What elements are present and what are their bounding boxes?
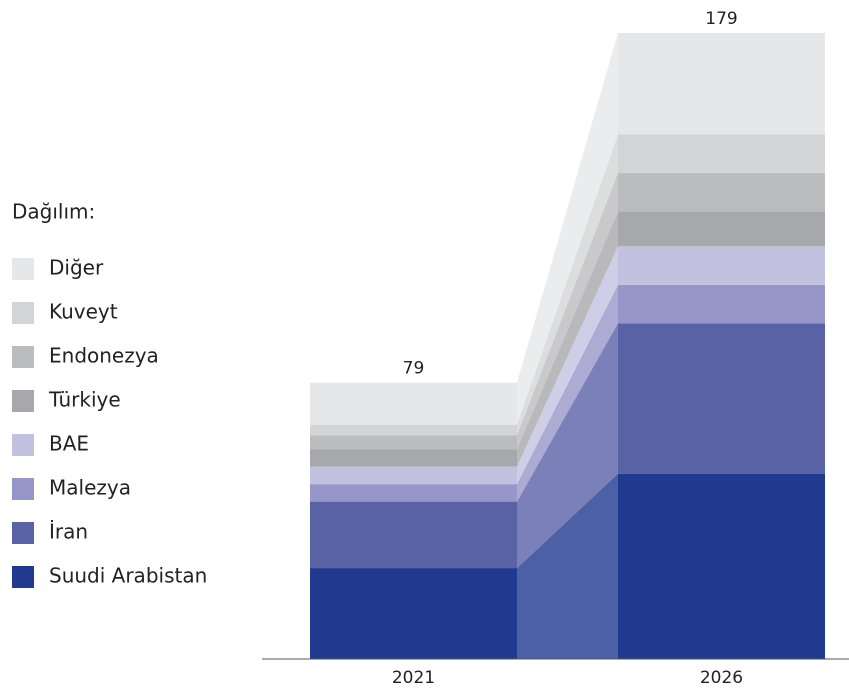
bar-segment [618,246,825,285]
bar-segment [310,435,517,450]
legend-swatch [12,390,34,412]
legend-swatch [12,522,34,544]
total-label: 79 [403,359,425,379]
total-label: 179 [705,9,737,29]
bar-segment [310,382,517,425]
legend-label: Suudi Arabistan [49,564,207,588]
bar-segment [618,323,825,474]
legend-label: Türkiye [48,388,121,412]
bar-segment [310,484,517,502]
bar-segment [310,449,517,467]
legend-swatch [12,302,34,324]
bar-segment [310,466,517,485]
legend-label: İran [49,520,88,544]
legend-label: BAE [49,432,89,456]
legend-swatch [12,434,34,456]
bar-segment [618,211,825,247]
bar-segment [310,424,517,436]
bar-segment [618,33,825,135]
legend-swatch [12,346,34,368]
connector-area [517,172,618,450]
legend-swatch [12,566,34,588]
legend-label: Kuveyt [49,300,118,324]
legend-label: Diğer [49,256,104,280]
legend-label: Endonezya [49,344,159,368]
legend-swatch [12,258,34,280]
connector-area [517,246,618,485]
connector-area [517,33,618,425]
bar-segment [618,473,825,659]
connector-area [517,284,618,502]
legend-label: Malezya [49,476,131,500]
legend-swatch [12,478,34,500]
bar-segment [310,568,517,659]
bar-segment [618,284,825,324]
connector-area [517,323,618,569]
connector-area [517,473,618,659]
connector-area [517,211,618,467]
bar-segment [618,172,825,212]
bar-segment [618,134,825,173]
legend-title: Dağılım: [12,200,95,224]
x-tick-label: 2026 [700,668,743,688]
x-tick-label: 2021 [392,668,435,688]
bar-segment [310,501,517,569]
connector-area [517,134,618,436]
